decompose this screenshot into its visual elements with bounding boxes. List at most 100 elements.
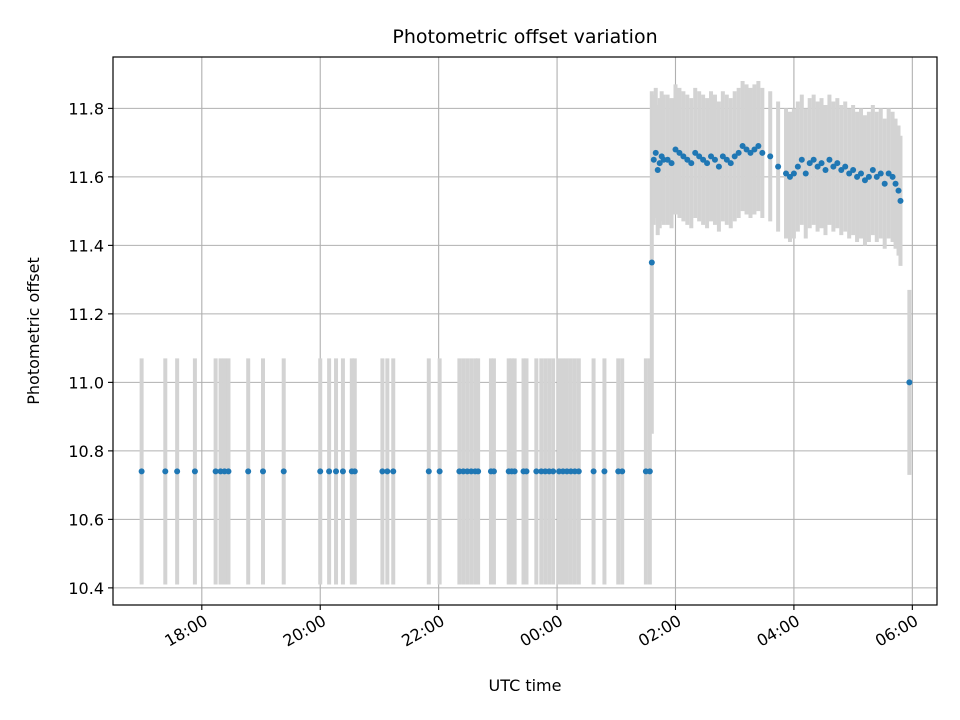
data-point (743, 146, 750, 153)
data-point (858, 170, 865, 177)
data-point (767, 153, 774, 160)
data-point (339, 468, 346, 475)
data-point (854, 173, 861, 180)
data-point (735, 149, 742, 156)
point-layer (138, 143, 913, 475)
data-point (601, 468, 608, 475)
data-point (425, 468, 432, 475)
data-point (317, 468, 324, 475)
data-point (575, 468, 582, 475)
data-point (794, 163, 801, 170)
data-point (212, 468, 219, 475)
data-point (692, 149, 699, 156)
data-point (727, 160, 734, 167)
data-point (881, 180, 888, 187)
data-point (775, 163, 782, 170)
data-point (873, 173, 880, 180)
y-tick-label: 10.4 (68, 579, 104, 598)
data-point (384, 468, 391, 475)
data-point (326, 468, 333, 475)
data-point (533, 468, 540, 475)
data-point (715, 163, 722, 170)
plot-frame (112, 56, 938, 606)
data-point (672, 146, 679, 153)
data-point (822, 167, 829, 174)
data-point (259, 468, 266, 475)
y-tick-label: 11.8 (68, 99, 104, 118)
data-point (846, 170, 853, 177)
data-point (810, 156, 817, 163)
data-point (668, 160, 675, 167)
data-point (889, 173, 896, 180)
data-point (802, 170, 809, 177)
data-point (379, 468, 386, 475)
data-point (654, 167, 661, 174)
data-point (704, 160, 711, 167)
data-point (719, 153, 726, 160)
data-point (906, 379, 913, 386)
data-point (892, 180, 899, 187)
data-point (351, 468, 358, 475)
data-point (523, 468, 530, 475)
data-point (759, 149, 766, 156)
data-point (830, 163, 837, 170)
data-point (684, 156, 691, 163)
y-tick-label: 11.6 (68, 168, 104, 187)
data-point (755, 143, 762, 150)
data-point (723, 156, 730, 163)
data-point (865, 173, 872, 180)
data-point (834, 160, 841, 167)
data-point (436, 468, 443, 475)
data-point (708, 153, 715, 160)
data-point (783, 170, 790, 177)
chart-title: Photometric offset variation (392, 26, 657, 48)
data-point (245, 468, 252, 475)
data-point (850, 167, 857, 174)
data-point (696, 153, 703, 160)
data-point (790, 170, 797, 177)
y-tick-label: 11.4 (68, 236, 104, 255)
data-point (511, 468, 518, 475)
data-point (656, 160, 663, 167)
y-axis-label: Photometric offset (24, 257, 43, 405)
data-point (648, 259, 655, 266)
data-point (646, 468, 653, 475)
data-point (818, 160, 825, 167)
data-point (877, 170, 884, 177)
data-point (885, 170, 892, 177)
y-tick-label: 11.2 (68, 305, 104, 324)
x-axis-label: UTC time (489, 676, 562, 695)
data-point (475, 468, 482, 475)
data-point (806, 160, 813, 167)
data-point (390, 468, 397, 475)
data-point (739, 143, 746, 150)
y-tick-label: 11.0 (68, 373, 104, 392)
data-point (826, 156, 833, 163)
data-point (619, 468, 626, 475)
data-point (895, 187, 902, 194)
data-point (225, 468, 232, 475)
data-point (861, 177, 868, 184)
data-point (138, 468, 145, 475)
data-point (652, 149, 659, 156)
data-point (751, 146, 758, 153)
data-point (680, 153, 687, 160)
data-point (711, 156, 718, 163)
data-point (786, 173, 793, 180)
data-point (162, 468, 169, 475)
data-point (191, 468, 198, 475)
data-point (280, 468, 287, 475)
data-point (814, 163, 821, 170)
data-point (590, 468, 597, 475)
data-point (842, 163, 849, 170)
y-tick-label: 10.6 (68, 510, 104, 529)
data-point (747, 149, 754, 156)
data-point (650, 156, 657, 163)
data-point (333, 468, 340, 475)
data-point (490, 468, 497, 475)
data-point (838, 167, 845, 174)
data-point (174, 468, 181, 475)
data-point (897, 197, 904, 204)
data-point (550, 468, 557, 475)
